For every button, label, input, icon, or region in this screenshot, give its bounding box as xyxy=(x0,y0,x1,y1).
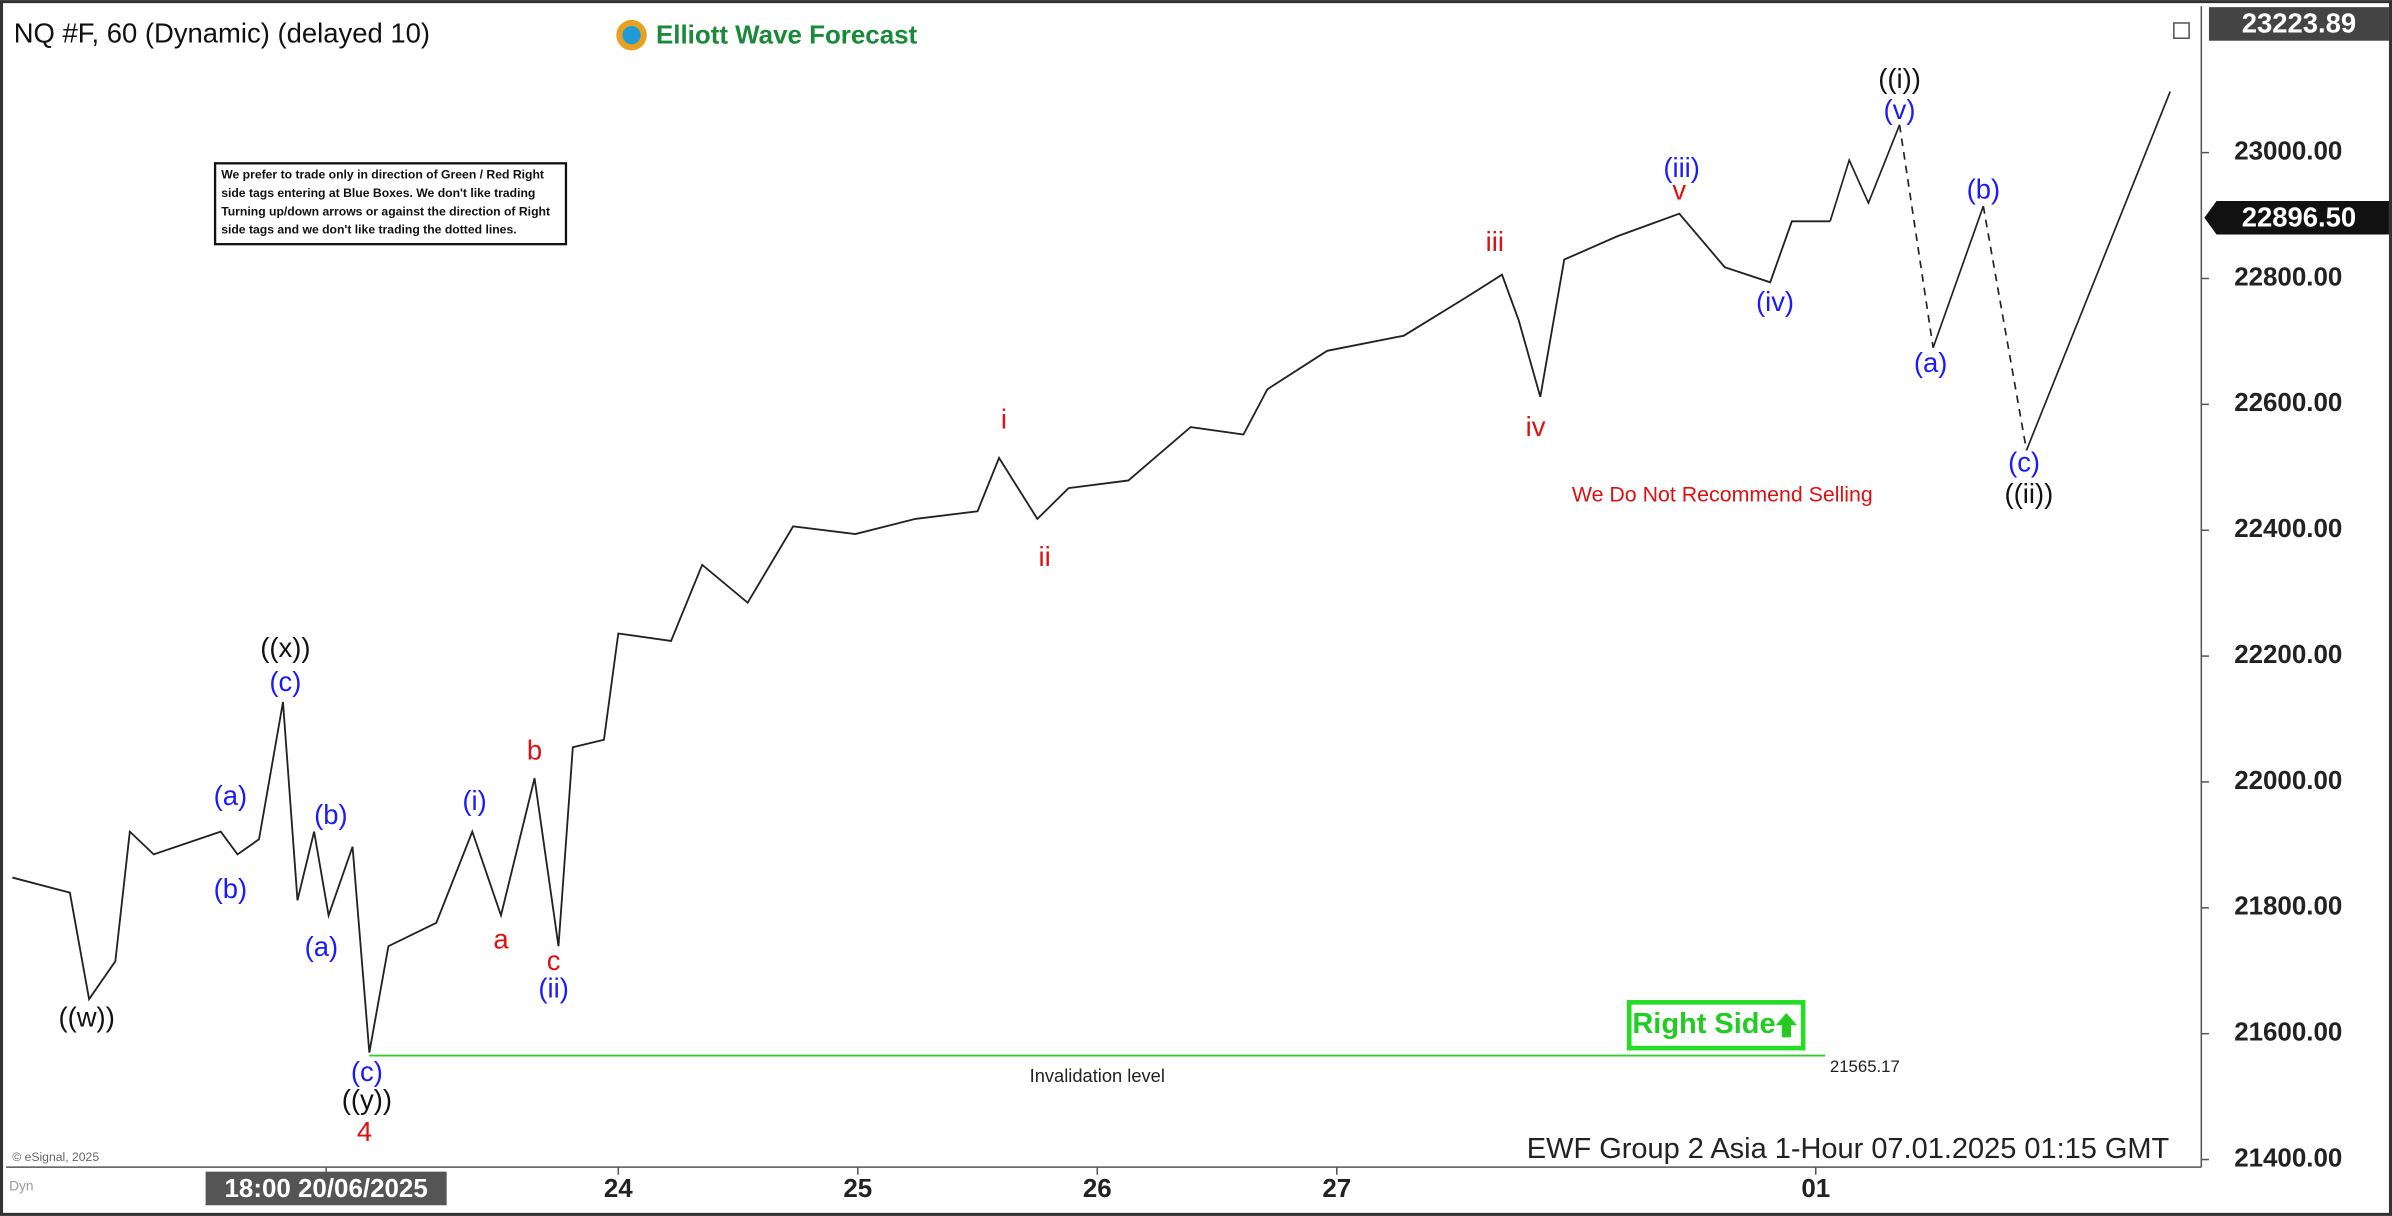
wave-label: ((ii)) xyxy=(2005,478,2054,509)
wave-label: (b) xyxy=(214,873,248,904)
logo-text: Elliott Wave Forecast xyxy=(656,22,918,50)
high-price-label: 23223.89 xyxy=(2242,8,2356,39)
projection-dashed xyxy=(1982,206,2028,451)
note-line: We prefer to trade only in direction of … xyxy=(221,168,544,182)
y-tick-label: 22600.00 xyxy=(2234,389,2342,417)
y-tick-label: 22800.00 xyxy=(2234,263,2342,291)
copyright: © eSignal, 2025 xyxy=(12,1150,99,1164)
wave-label: ((w)) xyxy=(58,1001,114,1032)
x-tick-label: 27 xyxy=(1322,1175,1351,1203)
wave-label: (a) xyxy=(214,780,248,811)
wave-label: 4 xyxy=(357,1116,372,1147)
invalidation-value: 21565.17 xyxy=(1830,1057,1900,1076)
logo-icon-inner xyxy=(622,26,641,45)
high-price-box xyxy=(2208,7,2389,41)
last-price-box xyxy=(2204,200,2389,235)
wave-label: (a) xyxy=(1914,347,1948,378)
wave-label: (iv) xyxy=(1756,286,1794,317)
wave-label: ((x)) xyxy=(260,632,310,663)
wave-label: iii xyxy=(1486,226,1504,257)
note-line: side tags entering at Blue Boxes. We don… xyxy=(221,186,535,200)
wave-label: (ii) xyxy=(538,973,568,1004)
corner-label: Dyn xyxy=(9,1179,33,1194)
y-tick-label: 21600.00 xyxy=(2234,1019,2342,1047)
wave-label: (b) xyxy=(314,799,348,830)
y-tick-label: 22000.00 xyxy=(2234,767,2342,795)
projection-dashed xyxy=(1898,124,1934,348)
wave-label: ((y)) xyxy=(342,1084,392,1115)
x-tick-label: 26 xyxy=(1083,1175,1112,1203)
projection-line xyxy=(1932,205,1985,349)
wave-label: a xyxy=(493,923,509,954)
right-side-arrow xyxy=(1775,1013,1798,1038)
wave-label: (iii) xyxy=(1663,152,1700,183)
warning: We Do Not Recommend Selling xyxy=(1572,483,1873,507)
note-line: side tags and we don't like trading the … xyxy=(221,223,516,237)
last-price-label: 22896.50 xyxy=(2242,202,2356,233)
x-tick-label: 18:00 20/06/2025 xyxy=(225,1175,428,1203)
wave-label: ii xyxy=(1038,541,1050,572)
projection-line xyxy=(2025,91,2171,451)
x-tick-highlight xyxy=(205,1171,447,1206)
wave-label: (c) xyxy=(269,666,301,697)
wave-label: (c) xyxy=(351,1056,383,1087)
x-tick-label: 24 xyxy=(604,1175,633,1203)
y-tick-label: 22200.00 xyxy=(2234,641,2342,669)
logo: Elliott Wave Forecast xyxy=(616,19,918,51)
right-side-box xyxy=(1626,1000,1806,1051)
wave-label: (v) xyxy=(1884,94,1916,125)
wave-label: ((i)) xyxy=(1878,63,1921,94)
note-box xyxy=(213,162,568,246)
wave-label: (i) xyxy=(462,785,486,816)
y-tick-label: 21800.00 xyxy=(2234,893,2342,921)
price-line xyxy=(12,212,1831,1053)
invalidation-text: Invalidation level xyxy=(1030,1065,1165,1086)
wave-label: b xyxy=(527,735,542,766)
window-icon xyxy=(2173,22,2190,39)
wave-label: iv xyxy=(1526,411,1546,442)
wave-label: (b) xyxy=(1967,173,2001,204)
footer: EWF Group 2 Asia 1-Hour 07.01.2025 01:15… xyxy=(1527,1133,2170,1165)
note-line: Turning up/down arrows or against the di… xyxy=(221,204,550,218)
wave-label: v xyxy=(1672,175,1686,206)
x-tick-label: 01 xyxy=(1801,1175,1830,1203)
y-tick-label: 22400.00 xyxy=(2234,515,2342,543)
x-tick-label: 25 xyxy=(843,1175,872,1203)
wave-label: (c) xyxy=(2008,446,2040,477)
projection-line xyxy=(1829,124,1901,222)
right-side-text: Right Side xyxy=(1632,1008,1775,1040)
y-tick-label: 21400.00 xyxy=(2234,1144,2342,1172)
wave-label: (a) xyxy=(305,931,339,962)
y-tick-label: 23000.00 xyxy=(2234,137,2342,165)
chart-title: NQ #F, 60 (Dynamic) (delayed 10) xyxy=(14,17,430,48)
wave-label: c xyxy=(547,945,561,976)
wave-label: i xyxy=(1001,404,1007,435)
